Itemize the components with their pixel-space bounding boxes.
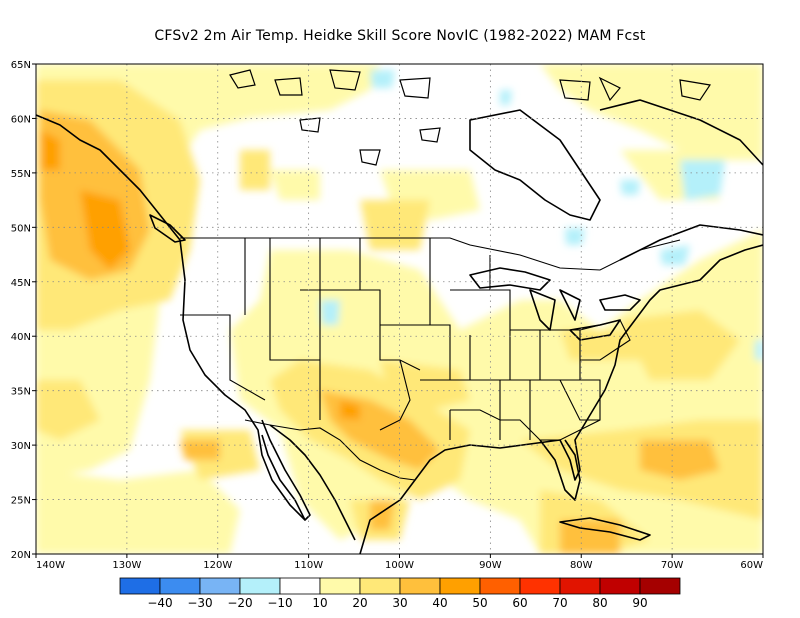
colorbar-labels: −40 −30 −20 −10 10 20 30 40 50 60 70 80 90 — [147, 596, 647, 610]
skill-score-field — [36, 64, 763, 554]
map-gridlines — [36, 64, 763, 554]
colorbar-swatch — [479, 577, 521, 595]
colorbar-label: 10 — [312, 596, 327, 610]
lon-label: 90W — [479, 560, 502, 571]
colorbar-swatch — [319, 577, 361, 595]
colorbar-swatch — [439, 577, 481, 595]
lon-label: 60W — [740, 560, 763, 571]
map-title: CFSv2 2m Air Temp. Heidke Skill Score No… — [154, 28, 646, 44]
lat-label: 35N — [11, 387, 31, 398]
colorbar-swatch — [359, 577, 401, 595]
colorbar-label: 40 — [432, 596, 447, 610]
lat-label: 30N — [11, 441, 31, 452]
colorbar-label: −40 — [147, 596, 172, 610]
colorbar-swatch — [519, 577, 561, 595]
lat-label: 55N — [11, 169, 31, 180]
colorbar-swatch — [199, 577, 241, 595]
latitude-labels: 65N 60N 55N 50N 45N 40N 35N 30N 25N 20N — [11, 60, 31, 561]
axis-ticks — [32, 63, 764, 558]
colorbar-label: 70 — [552, 596, 567, 610]
lat-label: 65N — [11, 60, 31, 71]
colorbar — [119, 577, 681, 595]
colorbar-swatch — [119, 577, 161, 595]
colorbar-swatch — [599, 577, 641, 595]
colorbar-label: −20 — [227, 596, 252, 610]
colorbar-label: 80 — [592, 596, 607, 610]
lon-label: 140W — [36, 560, 65, 571]
colorbar-label: −30 — [187, 596, 212, 610]
colorbar-swatch — [639, 577, 681, 595]
lon-label: 130W — [112, 560, 141, 571]
colorbar-swatch — [399, 577, 441, 595]
lat-label: 45N — [11, 278, 31, 289]
colorbar-label: 50 — [472, 596, 487, 610]
lon-label: 120W — [203, 560, 232, 571]
colorbar-label: −10 — [267, 596, 292, 610]
lon-label: 100W — [385, 560, 414, 571]
colorbar-swatch — [239, 577, 281, 595]
colorbar-label: 20 — [352, 596, 367, 610]
lat-label: 40N — [11, 332, 31, 343]
colorbar-swatch — [559, 577, 601, 595]
colorbar-label: 30 — [392, 596, 407, 610]
lat-label: 50N — [11, 223, 31, 234]
colorbar-swatch — [279, 577, 321, 595]
lon-label: 70W — [661, 560, 684, 571]
lat-label: 60N — [11, 114, 31, 125]
longitude-labels: 140W 130W 120W 110W 100W 90W 80W 70W 60W — [36, 560, 763, 571]
lat-label: 25N — [11, 496, 31, 507]
colorbar-label: 90 — [632, 596, 647, 610]
lon-label: 110W — [294, 560, 323, 571]
colorbar-swatch — [159, 577, 201, 595]
lon-label: 80W — [570, 560, 593, 571]
lat-label: 20N — [11, 550, 31, 561]
colorbar-label: 60 — [512, 596, 527, 610]
